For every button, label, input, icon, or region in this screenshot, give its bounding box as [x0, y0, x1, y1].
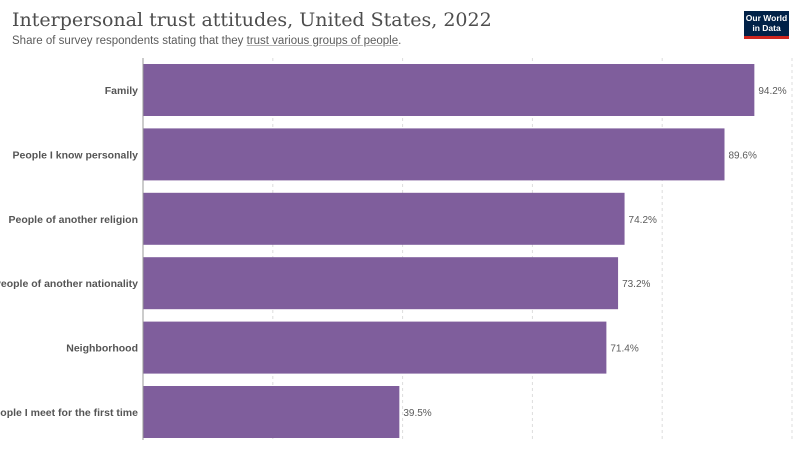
subtitle-link[interactable]: trust various groups of people — [246, 35, 399, 47]
category-label-5: People I meet for the first time — [0, 407, 138, 419]
bar-0[interactable] — [143, 64, 755, 116]
value-label-1: 89.6% — [729, 150, 757, 161]
category-label-4: Neighborhood — [66, 343, 138, 355]
value-label-2: 74.2% — [629, 215, 657, 226]
category-label-3: People of another nationality — [0, 278, 138, 290]
bar-3[interactable] — [143, 257, 619, 310]
logo-line-1: Our World — [745, 13, 788, 23]
category-label-0: Family — [105, 85, 138, 97]
bar-2[interactable] — [143, 192, 625, 245]
bar-4[interactable] — [143, 321, 607, 374]
bar-5[interactable] — [143, 386, 400, 438]
category-label-2: People of another religion — [8, 214, 138, 226]
logo-line-2: in Data — [752, 22, 781, 33]
category-labels: Family People I know personally People of … — [0, 85, 138, 419]
bar-1[interactable] — [143, 128, 725, 181]
value-label-5: 39.5% — [403, 408, 431, 419]
grid-lines — [272, 58, 793, 440]
owid-logo[interactable]: Our World in Data — [744, 11, 789, 39]
subtitle-text: Share of survey respondents stating that… — [12, 35, 247, 47]
subtitle-end: . — [398, 35, 402, 47]
chart-title: Interpersonal trust attitudes, United St… — [12, 9, 492, 31]
chart-subtitle: Share of survey respondents stating that… — [12, 35, 401, 47]
bars — [143, 64, 755, 438]
value-label-0: 94.2% — [758, 86, 786, 97]
value-labels: 94.2% 89.6% 74.2% 73.2% 71.4% 39.5% — [403, 86, 786, 419]
value-label-4: 71.4% — [610, 344, 638, 355]
category-label-1: People I know personally — [13, 149, 139, 161]
value-label-3: 73.2% — [622, 279, 650, 290]
